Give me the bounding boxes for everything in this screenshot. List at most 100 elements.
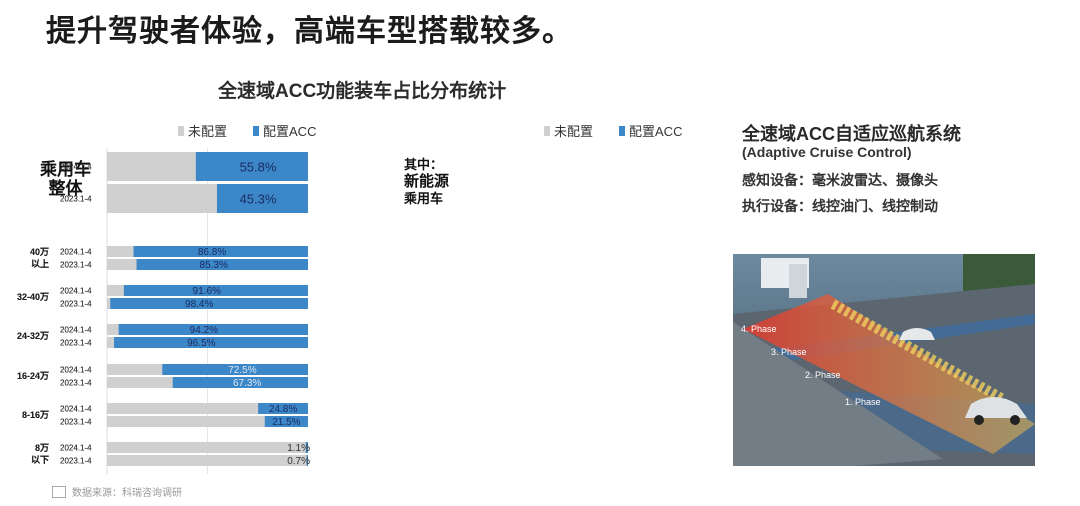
category-label: 24-32万 xyxy=(17,331,49,341)
period-label: 2023.1-4 xyxy=(60,195,92,204)
chart-title: 全速域ACC功能装车占比分布统计 xyxy=(218,81,507,102)
data-label: 1.1% xyxy=(287,443,310,454)
legend-label: 未配置 xyxy=(554,124,594,139)
data-label: 72.5% xyxy=(228,365,256,376)
data-label: 98.4% xyxy=(185,299,213,310)
period-label: 2024.1-4 xyxy=(60,366,92,375)
period-label: 2023.1-4 xyxy=(60,339,92,348)
category-label: 40万 xyxy=(30,247,49,257)
bar-configured xyxy=(114,337,308,348)
acc-sensing-line: 感知设备：毫米波雷达、摄像头 xyxy=(742,172,938,188)
phase-label: 1. Phase xyxy=(845,397,881,407)
category-label: 32-40万 xyxy=(17,292,49,302)
period-label: 2023.1-4 xyxy=(60,300,92,309)
data-label: 55.8% xyxy=(240,160,277,175)
period-label: 2024.1-4 xyxy=(60,287,92,296)
acc-illustration: 4. Phase 3. Phase 2. Phase 1. Phase xyxy=(733,254,1035,466)
bar-configured xyxy=(118,324,309,335)
bar-configured xyxy=(216,184,308,213)
period-label: 2023.1-4 xyxy=(60,379,92,388)
legend-label: 配置ACC xyxy=(629,124,683,139)
source-text: 数据来源：科瑞咨询调研 xyxy=(72,488,182,499)
period-label: 2023.1-4 xyxy=(60,379,92,388)
category-label: 8万 xyxy=(35,443,49,453)
bar-configured xyxy=(133,246,308,257)
legend-swatch-blue xyxy=(253,125,260,136)
period-label: 2024.1-4 xyxy=(60,326,92,335)
period-label: 2024.1-4 xyxy=(60,326,92,335)
data-label: 85.3% xyxy=(200,260,228,271)
category-label: 24-32万 xyxy=(17,331,49,341)
category-label: 以上 xyxy=(31,258,49,269)
period-label: 2024.1-4 xyxy=(60,248,92,257)
group-label-line: 乘用车 xyxy=(40,160,91,179)
bar-configured xyxy=(264,416,308,427)
bar-configured xyxy=(306,455,308,466)
category-label: 16-24万 xyxy=(17,371,49,381)
source-note: 数据来源：科瑞咨询调研 xyxy=(52,484,182,499)
bar-not-configured xyxy=(107,442,308,453)
bar-configured xyxy=(258,403,308,414)
period-label: 2023.1-4 xyxy=(60,418,92,427)
bar-configured xyxy=(162,364,308,375)
legend-item-configured: 配置ACC xyxy=(619,121,682,140)
legend-item-configured: 配置ACC xyxy=(253,121,316,140)
group-label-line: 乘用车 xyxy=(404,191,444,206)
period-label: 2023.1-4 xyxy=(60,195,92,204)
bar-configured xyxy=(172,377,308,388)
legend-swatch-blue xyxy=(619,125,626,136)
period-label: 2024.1-4 xyxy=(60,366,92,375)
period-label: 2023.1-4 xyxy=(60,339,92,348)
headline: 提升驾驶者体验，高端车型搭载较多。 xyxy=(46,15,573,48)
legend-left: 未配置 配置ACC xyxy=(178,121,316,140)
bar-configured xyxy=(123,285,308,296)
category-label: 32-40万 xyxy=(17,292,49,302)
legend-item-not-configured: 未配置 xyxy=(178,121,227,140)
bar-not-configured xyxy=(107,416,308,427)
category-label: 8万 xyxy=(35,443,49,453)
category-label: 以上 xyxy=(31,258,49,269)
data-label: 21.5% xyxy=(272,417,300,428)
bar-not-configured xyxy=(107,455,308,466)
data-label: 67.3% xyxy=(233,378,261,389)
data-label: 91.6% xyxy=(193,286,221,297)
document-icon xyxy=(52,485,66,498)
category-label: 以下 xyxy=(31,455,49,465)
category-label: 以下 xyxy=(31,455,49,465)
category-label: 8-16万 xyxy=(22,410,49,420)
period-label: 2023.1-4 xyxy=(60,261,92,270)
period-label: 2024.1-4 xyxy=(60,444,92,453)
data-label: 0.7% xyxy=(287,456,310,467)
period-label: 2023.1-4 xyxy=(60,300,92,309)
period-label: 2023.1-4 xyxy=(60,457,92,466)
phase-label: 3. Phase xyxy=(771,347,807,357)
legend-label: 配置ACC xyxy=(263,124,317,139)
bar-configured xyxy=(136,259,308,270)
period-label: 2024.1-4 xyxy=(60,163,92,172)
group-label-passenger-overall: 乘用车 整体 xyxy=(40,160,91,198)
legend-swatch-grey xyxy=(544,125,550,136)
period-label: 2024.1-4 xyxy=(60,287,92,296)
group-label-line: 新能源 xyxy=(404,173,450,190)
legend-right: 未配置 配置ACC xyxy=(544,121,682,140)
period-label: 2024.1-4 xyxy=(60,405,92,414)
data-label: 94.2% xyxy=(190,325,218,336)
bar-configured xyxy=(195,152,308,181)
bar-configured xyxy=(305,442,308,453)
bar-not-configured xyxy=(107,403,308,414)
period-label: 2023.1-4 xyxy=(60,418,92,427)
group-label-line: 其中： xyxy=(404,157,444,172)
period-label: 2023.1-4 xyxy=(60,457,92,466)
period-label: 2024.1-4 xyxy=(60,163,92,172)
period-label: 2024.1-4 xyxy=(60,248,92,257)
group-label-line: 整体 xyxy=(48,179,83,198)
group-label-nev-passenger: 其中： 新能源 乘用车 xyxy=(404,156,449,207)
period-label: 2024.1-4 xyxy=(60,444,92,453)
phase-label: 4. Phase xyxy=(741,324,777,334)
data-label: 86.8% xyxy=(198,247,226,258)
category-label: 16-24万 xyxy=(17,371,49,381)
legend-item-not-configured: 未配置 xyxy=(544,121,593,140)
acc-actuation-line: 执行设备：线控油门、线控制动 xyxy=(742,198,938,214)
period-label: 2023.1-4 xyxy=(60,261,92,270)
bar-configured xyxy=(110,298,308,309)
